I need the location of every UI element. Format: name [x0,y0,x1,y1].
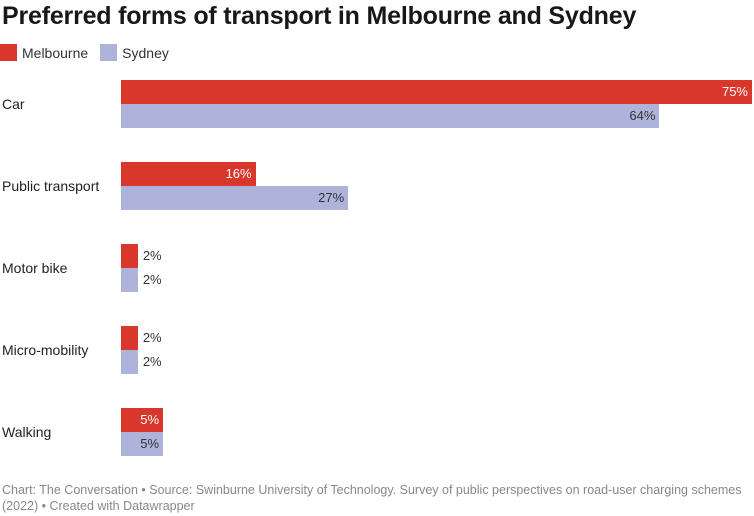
data-label: 2% [142,330,162,345]
category-label: Public transport [2,178,100,194]
bar-sydney [121,350,138,374]
data-label: 27% [318,190,345,205]
data-label: 64% [629,108,656,123]
legend-swatch-melbourne [0,44,17,61]
category-label: Motor bike [2,260,68,276]
bar-sydney [121,186,349,210]
chart-title: Preferred forms of transport in Melbourn… [2,2,637,30]
legend-label-melbourne: Melbourne [22,44,89,61]
data-label: 2% [142,272,162,287]
category-label: Car [2,96,25,112]
data-label: 16% [225,166,252,181]
bar-melbourne [121,326,138,350]
data-label: 75% [721,84,748,99]
data-label: 5% [140,436,160,451]
category-label: Micro-mobility [2,342,89,358]
footer-source: Chart: The Conversation • Source: Swinbu… [2,483,742,513]
bar-sydney [121,432,164,456]
category-label: Walking [2,424,52,440]
bar-melbourne [121,408,164,432]
legend: Melbourne Sydney [0,44,181,61]
data-label: 5% [140,412,160,427]
legend-label-sydney: Sydney [122,44,169,61]
legend-swatch-sydney [100,44,118,61]
bar-melbourne [121,80,752,104]
bar-melbourne [121,162,256,186]
legend-item-sydney: Sydney [100,44,169,61]
data-label: 2% [142,248,162,263]
legend-item-melbourne: Melbourne [0,44,88,61]
bar-melbourne [121,244,138,268]
bar-sydney [121,104,660,128]
bar-sydney [121,268,138,292]
data-label: 2% [142,354,162,369]
